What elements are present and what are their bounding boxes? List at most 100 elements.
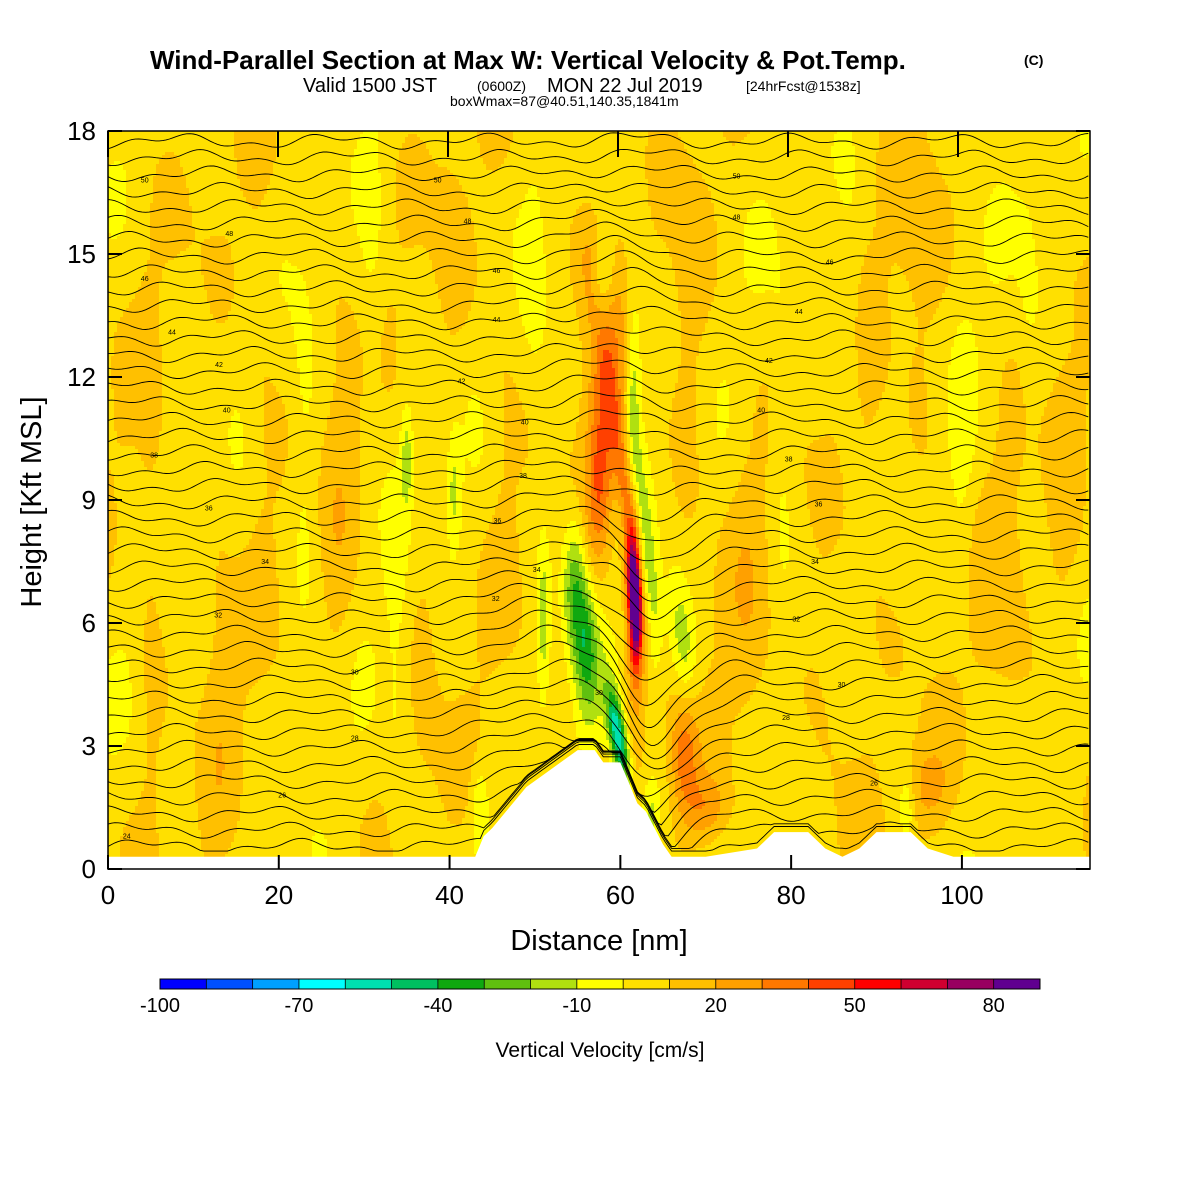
w-cell <box>576 209 580 318</box>
w-cell <box>123 653 127 744</box>
w-cell <box>918 455 922 717</box>
w-cell <box>381 383 385 489</box>
w-cell <box>159 629 163 738</box>
w-cell <box>699 341 703 693</box>
w-cell <box>504 158 508 372</box>
w-cell <box>408 248 412 408</box>
isentrope-line <box>108 741 1089 849</box>
w-cell <box>621 527 625 612</box>
w-cell <box>948 815 952 869</box>
w-cell <box>216 323 220 567</box>
w-cell <box>543 131 547 255</box>
y-tick-label: 3 <box>82 731 96 761</box>
w-cell <box>1065 575 1069 869</box>
w-cell <box>240 467 244 555</box>
w-cell <box>645 146 649 180</box>
w-cell <box>306 530 310 600</box>
w-cell <box>597 131 601 285</box>
w-cell <box>759 293 763 387</box>
w-cell <box>777 293 781 869</box>
w-cell <box>417 131 421 138</box>
w-cell <box>381 335 385 384</box>
w-cell <box>540 218 544 345</box>
w-cell <box>963 320 967 498</box>
w-cell <box>153 176 157 465</box>
w-cell <box>1083 260 1087 507</box>
w-cell <box>354 131 358 150</box>
w-cell <box>591 425 595 522</box>
w-cell <box>486 170 490 531</box>
w-cell <box>399 149 403 246</box>
w-cell <box>603 728 607 750</box>
w-cell <box>672 830 676 869</box>
w-cell <box>672 695 676 732</box>
w-cell <box>741 131 745 141</box>
w-cell <box>663 635 667 869</box>
w-cell <box>588 203 592 249</box>
w-cell <box>495 170 499 507</box>
w-cell <box>723 380 727 438</box>
w-cell <box>342 131 346 300</box>
w-cell <box>801 131 805 869</box>
w-cell <box>468 311 472 402</box>
w-cell <box>957 506 961 684</box>
w-cell <box>615 245 619 297</box>
w-cell <box>987 668 991 869</box>
w-cell <box>927 809 931 840</box>
w-cell <box>618 485 622 507</box>
w-cell <box>831 755 835 777</box>
w-cell <box>318 830 322 869</box>
w-cell <box>273 503 277 540</box>
w-cell <box>1074 554 1078 869</box>
w-cell <box>888 278 892 309</box>
w-cell <box>213 236 217 321</box>
w-cell <box>585 515 589 543</box>
w-cell <box>663 242 667 579</box>
w-cell <box>399 245 403 432</box>
w-cell <box>588 725 592 762</box>
w-cell <box>627 536 631 558</box>
w-cell <box>969 641 973 852</box>
w-cell <box>483 680 487 783</box>
w-cell <box>990 131 994 195</box>
w-cell <box>672 482 676 567</box>
w-cell <box>855 758 859 869</box>
w-cell <box>831 158 835 438</box>
w-cell <box>675 797 679 843</box>
w-cell <box>318 131 322 477</box>
w-cell <box>612 695 616 705</box>
w-cell <box>459 131 463 186</box>
isentrope-label: 48 <box>464 219 472 226</box>
w-cell <box>765 659 769 869</box>
w-cell <box>408 443 412 489</box>
w-cell <box>411 707 415 869</box>
w-cell <box>531 350 535 869</box>
w-cell <box>627 458 631 477</box>
w-cell <box>603 311 607 330</box>
w-cell <box>996 284 1000 432</box>
w-cell <box>543 254 547 330</box>
w-cell <box>360 644 364 732</box>
w-cell <box>642 674 646 753</box>
w-cell <box>297 131 301 270</box>
w-cell <box>438 794 442 869</box>
w-cell <box>1035 131 1039 267</box>
w-cell <box>285 458 289 869</box>
w-cell <box>618 296 622 390</box>
w-cell <box>699 743 703 795</box>
w-cell <box>684 824 688 852</box>
w-cell <box>516 218 520 300</box>
w-cell <box>1020 569 1024 681</box>
w-cell <box>933 131 937 159</box>
w-cell <box>693 131 697 165</box>
w-cell <box>636 665 640 675</box>
w-cell <box>804 458 808 483</box>
w-cell <box>249 131 253 207</box>
w-cell <box>441 167 445 315</box>
plot-area: 50 50504848484646464444444242424040403838… <box>107 130 1091 870</box>
w-cell <box>708 668 712 774</box>
w-cell <box>1029 326 1033 630</box>
w-cell <box>510 131 514 144</box>
w-cell <box>888 362 892 609</box>
w-cell <box>1056 575 1060 869</box>
